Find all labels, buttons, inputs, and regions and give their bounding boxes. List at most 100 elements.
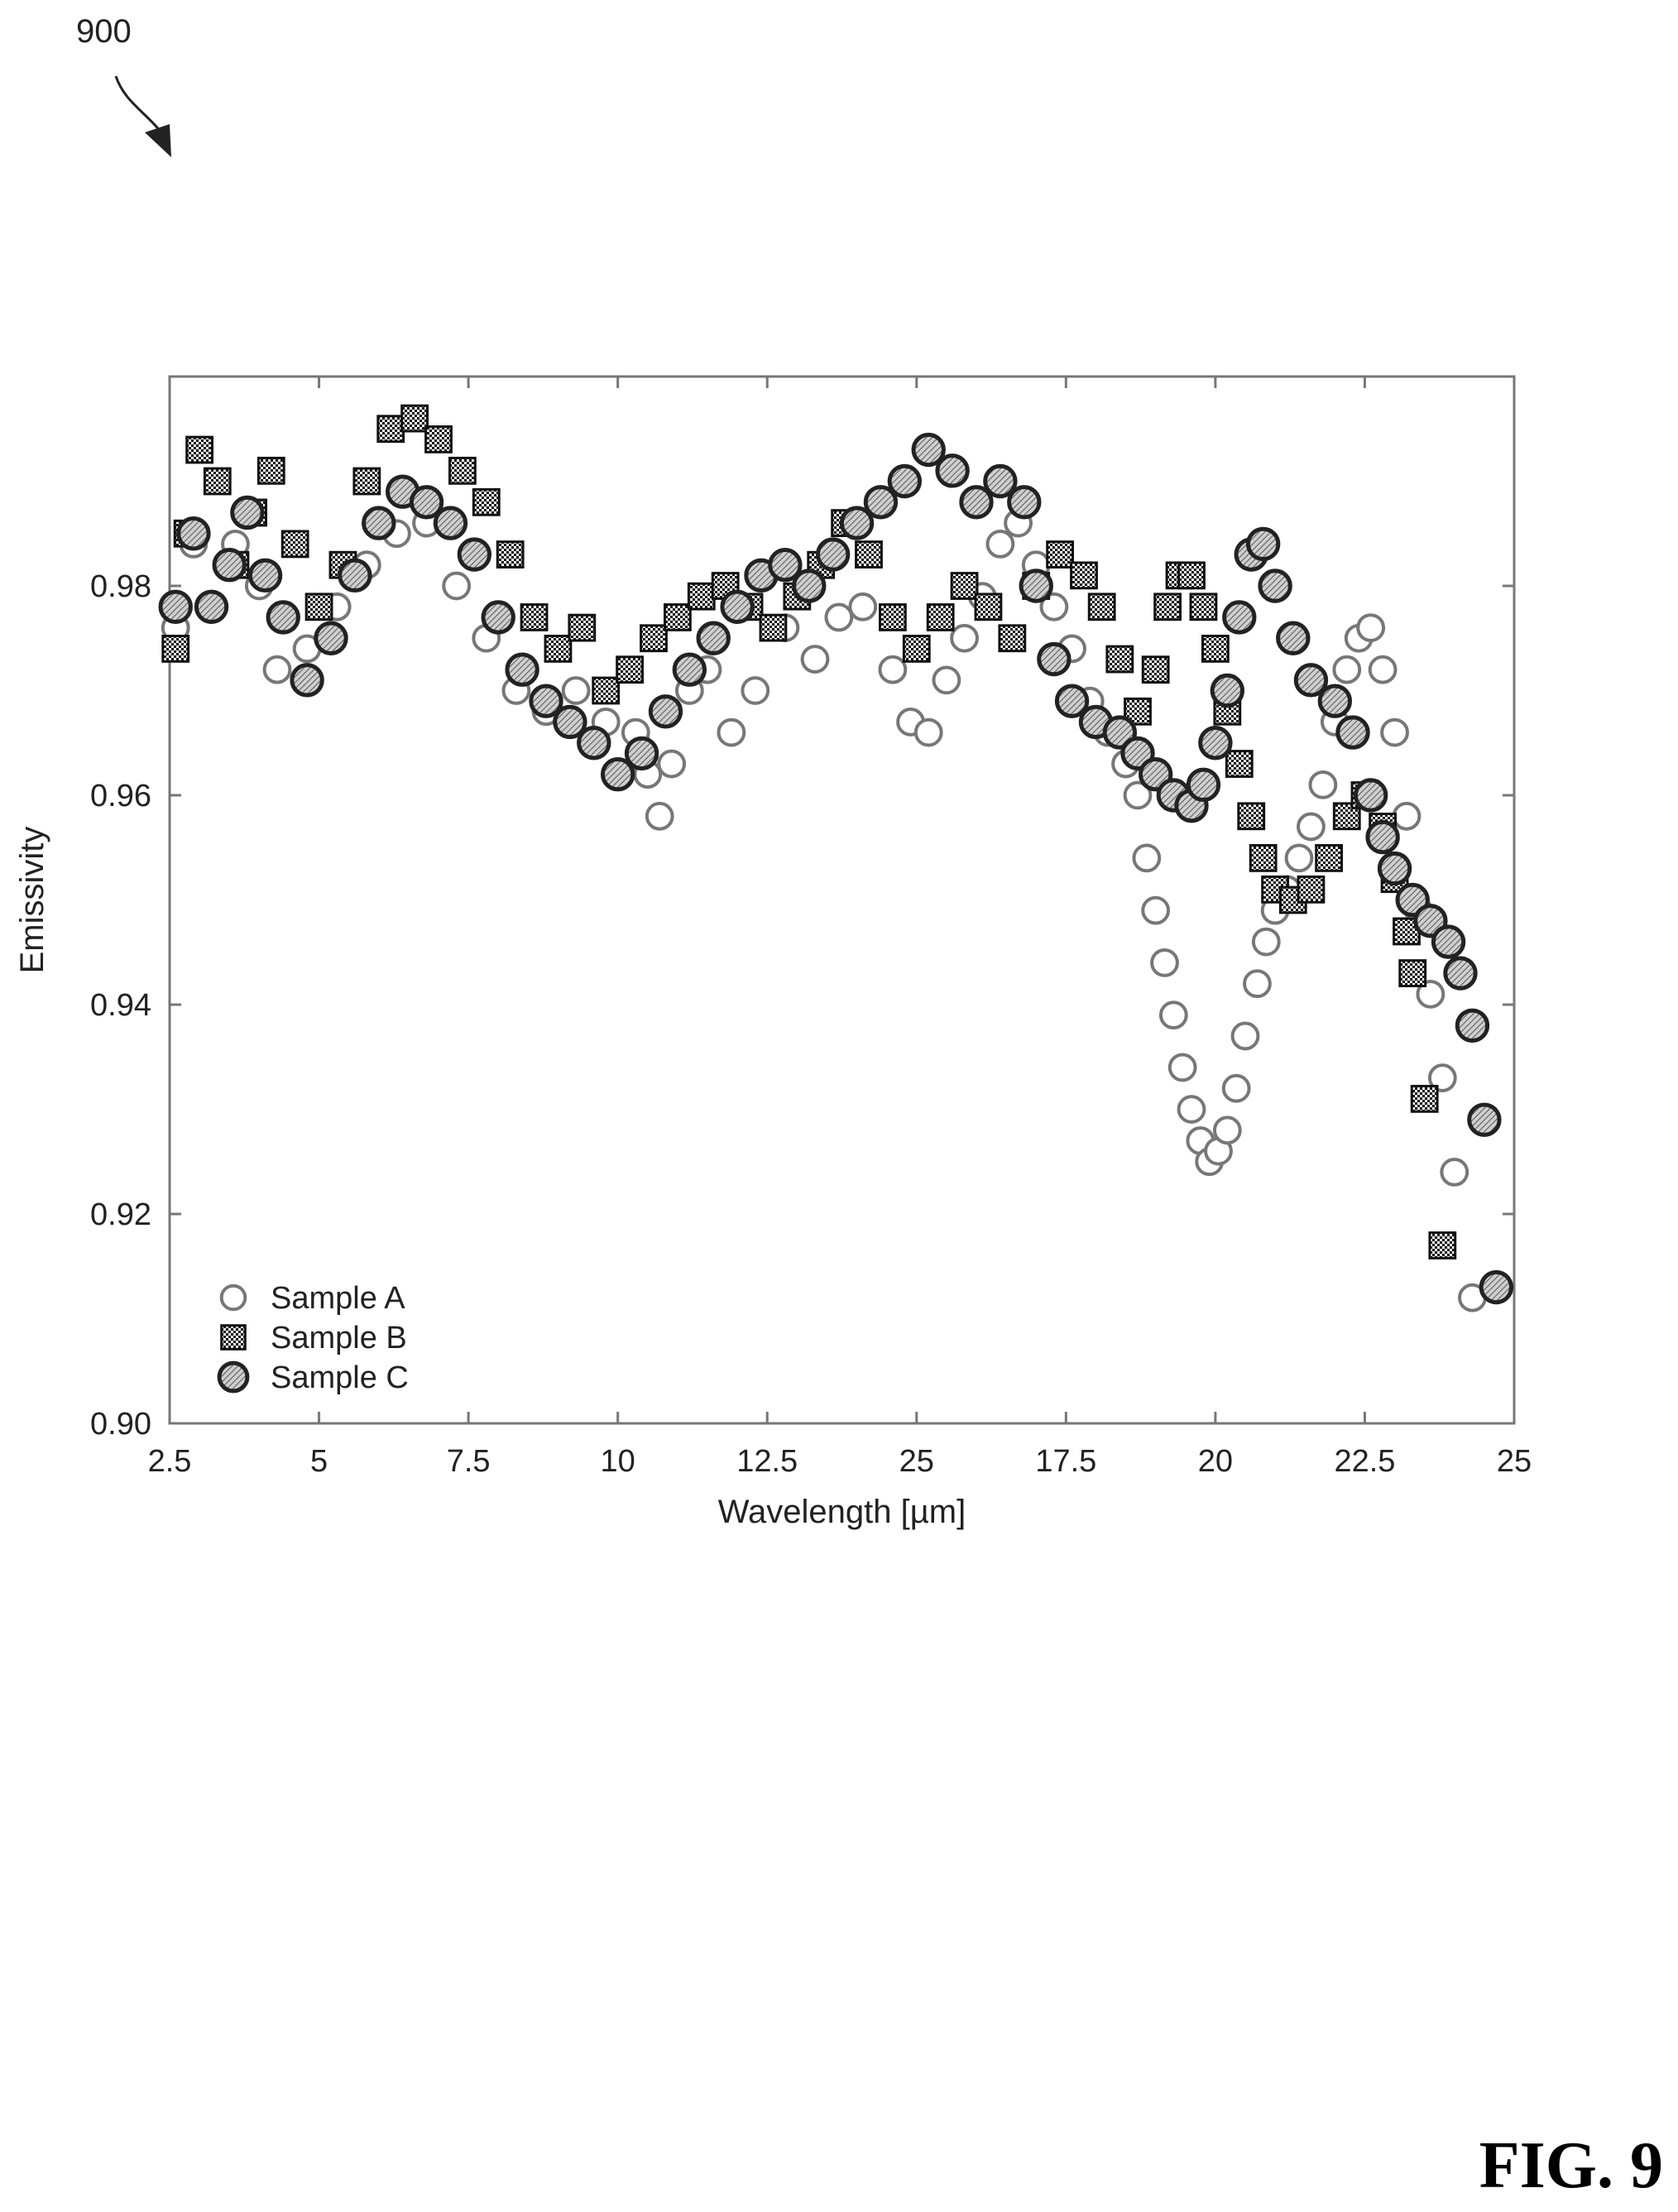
data-point — [1189, 593, 1218, 621]
data-point — [1132, 843, 1162, 873]
data-point — [553, 704, 587, 740]
data-point — [815, 537, 851, 572]
legend-label: Sample C — [271, 1360, 409, 1395]
data-point — [266, 600, 300, 635]
data-point — [878, 603, 907, 631]
data-point — [1332, 655, 1362, 684]
data-point — [1105, 645, 1134, 674]
data-point — [1150, 948, 1179, 977]
data-point — [792, 569, 827, 603]
data-point — [1258, 569, 1292, 603]
data-point — [932, 665, 961, 695]
data-point — [1416, 979, 1445, 1009]
data-point — [1393, 917, 1421, 946]
data-point — [983, 463, 1018, 499]
data-point — [645, 801, 674, 831]
data-point — [1245, 526, 1281, 562]
x-tick-label: 7.5 — [447, 1444, 491, 1479]
data-point — [720, 589, 755, 624]
data-point — [1037, 641, 1072, 677]
data-point — [1222, 600, 1257, 635]
data-point — [1380, 717, 1409, 747]
data-point — [1335, 715, 1370, 750]
data-point — [247, 558, 283, 593]
x-tick-label: 17.5 — [1035, 1444, 1096, 1479]
x-tick-label: 12.5 — [736, 1444, 798, 1479]
data-point — [1365, 819, 1400, 855]
data-point — [1276, 621, 1311, 655]
legend-marker — [217, 1360, 250, 1394]
data-point — [1177, 1095, 1206, 1124]
data-point — [926, 603, 955, 631]
data-point — [592, 676, 621, 705]
data-point — [1308, 770, 1338, 799]
data-point — [1392, 801, 1422, 831]
data-point — [1186, 767, 1221, 803]
data-point — [1398, 959, 1427, 987]
data-point — [1353, 778, 1388, 813]
data-point — [262, 655, 292, 684]
data-point — [950, 572, 979, 600]
data-point — [338, 558, 372, 593]
data-point — [1123, 780, 1153, 810]
data-point — [1251, 927, 1281, 957]
data-point — [1440, 1158, 1469, 1187]
data-point — [1297, 875, 1326, 904]
data-point — [887, 463, 923, 499]
data-point — [314, 621, 348, 655]
data-point — [256, 456, 285, 485]
data-point — [290, 663, 324, 698]
data-point — [998, 624, 1027, 653]
data-point — [520, 603, 549, 631]
data-point — [1315, 844, 1344, 872]
data-point — [472, 487, 501, 516]
y-tick-label: 0.94 — [90, 988, 151, 1023]
data-series — [158, 404, 1514, 1312]
y-tick-label: 0.90 — [90, 1407, 151, 1442]
data-point — [424, 425, 453, 453]
data-point — [863, 485, 899, 520]
legend-label: Sample A — [271, 1281, 405, 1316]
data-point — [1054, 684, 1090, 718]
data-point — [194, 589, 229, 624]
data-point — [1167, 1053, 1197, 1082]
data-point — [529, 684, 563, 718]
data-point — [1443, 956, 1478, 991]
data-point — [1293, 663, 1329, 698]
data-point — [1237, 802, 1266, 831]
data-point — [1377, 851, 1412, 886]
data-point — [741, 676, 770, 705]
data-point — [1141, 895, 1171, 925]
x-tick-label: 25 — [1497, 1444, 1532, 1479]
data-point — [1479, 1269, 1514, 1305]
data-point — [505, 652, 539, 687]
x-tick-label: 10 — [601, 1444, 635, 1479]
data-point — [1124, 697, 1152, 726]
legend-marker — [220, 1324, 247, 1351]
data-point — [176, 516, 211, 551]
data-point — [457, 537, 492, 572]
x-tick-label: 25 — [899, 1444, 934, 1479]
legend-marker — [219, 1284, 247, 1312]
data-point — [1356, 613, 1386, 642]
data-point — [1158, 1000, 1188, 1030]
data-point — [985, 530, 1015, 559]
data-point — [1019, 569, 1053, 603]
data-point — [1243, 969, 1272, 999]
data-point — [433, 506, 468, 540]
data-point — [1070, 561, 1098, 590]
data-point — [1212, 1116, 1242, 1145]
data-point — [663, 603, 692, 631]
data-point — [648, 694, 683, 729]
data-point — [352, 467, 381, 496]
data-point — [230, 495, 265, 530]
data-point — [561, 676, 591, 705]
data-point — [304, 593, 333, 621]
x-tick-label: 22.5 — [1334, 1444, 1395, 1479]
data-point — [448, 456, 477, 485]
data-point — [800, 645, 830, 674]
data-point — [672, 652, 707, 687]
data-point — [1249, 844, 1278, 872]
